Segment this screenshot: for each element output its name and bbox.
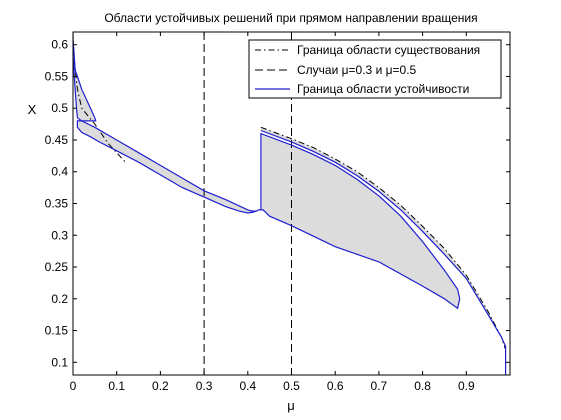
existence-boundary-line-1	[260, 126, 507, 350]
existence-boundary-line-0	[72, 31, 126, 163]
chart-legend: Граница области существования Случаи μ=0…	[248, 39, 502, 99]
x-tick-label: 0	[70, 379, 77, 393]
stability-boundary-line-0	[72, 38, 461, 310]
y-tick-label: 0.6	[51, 38, 68, 52]
y-tick-label: 0.15	[45, 324, 69, 338]
stability-boundary-line-1	[260, 129, 507, 375]
reference-lines-layer	[203, 32, 292, 375]
legend-label-stability: Граница области устойчивости	[297, 82, 469, 96]
y-tick-label: 0.55	[45, 69, 69, 83]
legend-label-cases: Случаи μ=0.3 и μ=0.5	[297, 63, 417, 77]
y-tick-label: 0.45	[45, 133, 69, 147]
x-tick-label: 0.6	[327, 379, 344, 393]
x-axis-label: μ	[287, 398, 295, 413]
x-tick-label: 0.7	[371, 379, 388, 393]
series-lines-layer	[72, 31, 507, 375]
ticks-layer: 0 0.1 0.2 0.3 0.4 0.5 0.6 0.7 0.8 0.90.10.150.20.…	[45, 32, 510, 393]
x-tick-label: 0.2	[152, 379, 169, 393]
x-tick-label: 0.5	[283, 379, 300, 393]
y-tick-label: 0.1	[51, 355, 68, 369]
stability-region-fill-left	[73, 38, 460, 309]
y-tick-label: 0.5	[51, 101, 68, 115]
legend-box	[248, 39, 502, 99]
y-tick-label: 0.35	[45, 197, 69, 211]
y-axis-label: X	[28, 102, 37, 117]
y-tick-label: 0.2	[51, 292, 68, 306]
x-tick-label: 0.4	[239, 379, 256, 393]
x-tick-label: 0.1	[108, 379, 125, 393]
legend-label-existence: Граница области существования	[297, 43, 480, 57]
y-tick-label: 0.25	[45, 260, 69, 274]
chart-title: Области устойчивых решений при прямом на…	[104, 11, 477, 25]
x-tick-label: 0.3	[196, 379, 213, 393]
x-tick-label: 0.8	[414, 379, 431, 393]
x-tick-label: 0.9	[458, 379, 475, 393]
stability-fill-layer	[73, 38, 506, 375]
y-tick-label: 0.4	[51, 165, 68, 179]
y-tick-label: 0.3	[51, 228, 68, 242]
